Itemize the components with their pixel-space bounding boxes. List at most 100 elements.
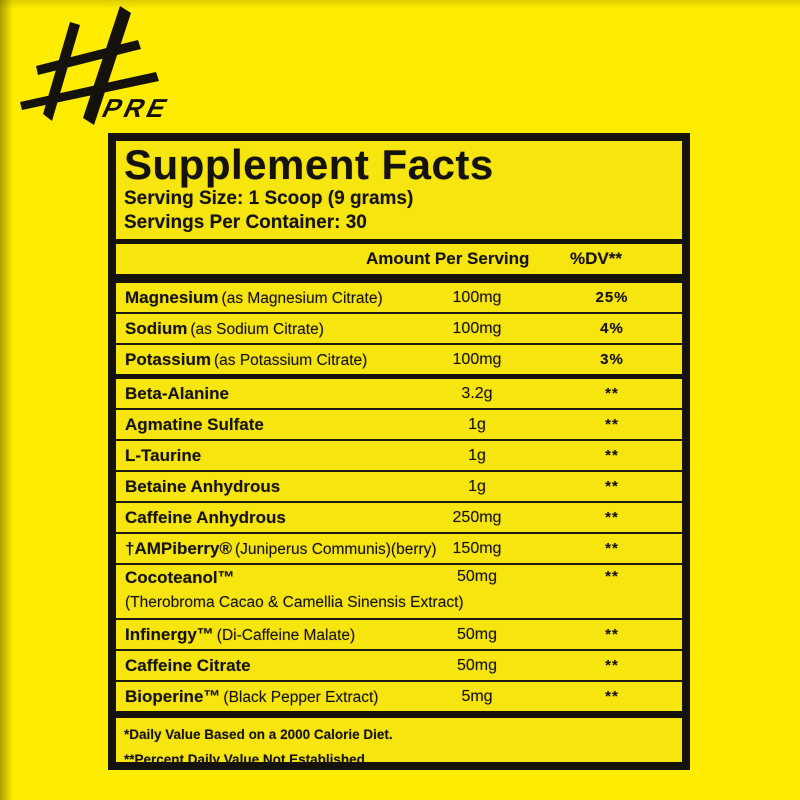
- column-header-dv: %DV**: [570, 249, 622, 269]
- ingredient-name: Betaine Anhydrous: [125, 476, 281, 496]
- ingredient-cell: Cocoteanol™: [116, 568, 412, 588]
- footnote-not-established: **Percent Daily Value Not Established: [124, 752, 365, 768]
- hash-icon: [20, 6, 159, 125]
- table-row: Sodium (as Sodium Citrate) 100mg 4%: [116, 314, 682, 343]
- ingredient-amount: 100mg: [452, 350, 502, 368]
- ingredient-dv: 25%: [595, 289, 629, 307]
- divider-bar: [116, 711, 682, 719]
- ingredient-dv: **: [605, 416, 619, 434]
- ingredient-dv: **: [605, 447, 619, 465]
- hash-pre-logo-graphic: PRE: [20, 6, 172, 125]
- row-separator: [116, 563, 682, 566]
- ingredient-name: Agmatine Sulfate: [125, 414, 264, 434]
- ingredient-cell: Agmatine Sulfate: [116, 415, 412, 435]
- ingredient-desc: (Black Pepper Extract): [223, 688, 379, 706]
- ingredient-amount: 150mg: [452, 539, 502, 557]
- ingredient-amount: 1g: [468, 415, 486, 433]
- ingredient-dv: **: [605, 657, 619, 675]
- row-separator: [116, 680, 682, 683]
- table-row: L-Taurine 1g **: [116, 441, 682, 470]
- ingredient-name: Cocoteanol™: [125, 568, 235, 588]
- row-separator: [116, 501, 682, 504]
- ingredient-dv: **: [605, 626, 619, 644]
- ingredient-name: Magnesium: [125, 287, 219, 307]
- ingredient-desc: (as Potassium Citrate): [213, 351, 368, 369]
- ingredient-amount: 100mg: [452, 319, 502, 337]
- ingredient-name: Caffeine Citrate: [125, 655, 251, 675]
- divider-bar: [116, 274, 682, 284]
- table-row: Bioperine™ (Black Pepper Extract) 5mg **: [116, 682, 682, 711]
- ingredient-amount: 1g: [468, 446, 486, 464]
- row-separator: [116, 618, 682, 621]
- divider-bar: [116, 374, 682, 380]
- ingredient-amount: 50mg: [456, 568, 498, 586]
- servings-per-container: Servings Per Container: 30: [124, 212, 367, 234]
- table-row: Infinergy™ (Di-Caffeine Malate) 50mg **: [116, 620, 682, 649]
- ingredient-cell: Betaine Anhydrous: [116, 477, 412, 497]
- ingredient-dv: 3%: [600, 351, 624, 369]
- ingredient-name: Sodium: [125, 318, 188, 338]
- ingredient-amount: 50mg: [456, 656, 498, 674]
- ingredient-amount: 50mg: [456, 625, 498, 643]
- ingredient-dv: **: [605, 568, 619, 586]
- ingredient-cell: Beta-Alanine: [116, 384, 412, 404]
- panel-header: Supplement Facts Serving Size: 1 Scoop (…: [116, 141, 682, 239]
- ingredient-name: L-Taurine: [125, 445, 202, 465]
- table-row: Caffeine Citrate 50mg **: [116, 651, 682, 680]
- ingredient-cell: Bioperine™ (Black Pepper Extract): [116, 687, 412, 707]
- ingredient-dv: 4%: [600, 320, 624, 338]
- ingredient-dv: **: [605, 509, 619, 527]
- row-separator: [116, 649, 682, 652]
- row-separator: [116, 470, 682, 473]
- table-row: Cocoteanol™ 50mg ** (Therobroma Cacao & …: [116, 565, 682, 618]
- row-separator: [116, 532, 682, 535]
- ingredient-cell: Caffeine Anhydrous: [116, 508, 412, 528]
- table-row: Potassium (as Potassium Citrate) 100mg 3%: [116, 345, 682, 374]
- ingredient-dv: **: [605, 688, 619, 706]
- logo-sub-label: PRE: [97, 93, 172, 123]
- ingredient-name: Potassium: [125, 349, 211, 369]
- ingredient-dv: **: [605, 385, 619, 403]
- row-separator: [116, 343, 682, 346]
- ingredient-cell: Potassium (as Potassium Citrate): [116, 350, 412, 370]
- table-row: Caffeine Anhydrous 250mg **: [116, 503, 682, 532]
- row-separator: [116, 439, 682, 442]
- brand-logo: PRE: [12, 0, 172, 126]
- row-separator: [116, 408, 682, 411]
- divider-bar: [116, 239, 682, 245]
- serving-size: Serving Size: 1 Scoop (9 grams): [124, 187, 414, 209]
- ingredient-desc: (as Sodium Citrate): [190, 320, 324, 338]
- column-header-amount: Amount Per Serving: [366, 249, 530, 269]
- footnotes: *Daily Value Based on a 2000 Calorie Die…: [116, 718, 682, 768]
- ingredient-cell: Magnesium (as Magnesium Citrate): [116, 288, 412, 308]
- ingredient-name: †AMPiberry®: [125, 538, 233, 558]
- ingredient-desc: (as Magnesium Citrate): [221, 289, 383, 307]
- ingredient-cell: Infinergy™ (Di-Caffeine Malate): [116, 625, 412, 645]
- ingredient-cell: †AMPiberry® (Juniperus Communis)(berry): [116, 538, 437, 559]
- ingredient-cell: L-Taurine: [116, 446, 412, 466]
- table-row: Betaine Anhydrous 1g **: [116, 472, 682, 501]
- ingredient-name: Beta-Alanine: [125, 383, 229, 403]
- ingredient-dv: **: [605, 478, 619, 496]
- table-row: Magnesium (as Magnesium Citrate) 100mg 25…: [116, 283, 682, 312]
- table-row: †AMPiberry® (Juniperus Communis)(berry) 1…: [116, 534, 682, 563]
- ingredient-name: Caffeine Anhydrous: [125, 507, 286, 527]
- ingredient-amount: 250mg: [452, 508, 502, 526]
- panel-title: Supplement Facts: [124, 141, 494, 188]
- column-header-row: Amount Per Serving %DV**: [116, 244, 682, 274]
- ingredient-name: Infinergy™: [125, 624, 214, 644]
- ingredient-name: Bioperine™: [125, 686, 221, 706]
- ingredient-amount: 3.2g: [461, 384, 493, 402]
- ingredient-desc: (Di-Caffeine Malate): [216, 626, 356, 644]
- footnote-daily-value: *Daily Value Based on a 2000 Calorie Die…: [124, 727, 393, 743]
- ingredient-amount: 1g: [468, 477, 486, 495]
- table-row: Beta-Alanine 3.2g **: [116, 379, 682, 408]
- row-separator: [116, 312, 682, 315]
- ingredient-amount: 5mg: [461, 687, 493, 705]
- ingredient-dv: **: [605, 540, 619, 558]
- ingredient-cell: Sodium (as Sodium Citrate): [116, 319, 412, 339]
- supplement-facts-panel: Supplement Facts Serving Size: 1 Scoop (…: [108, 133, 690, 770]
- ingredient-desc-line2: (Therobroma Cacao & Camellia Sinensis Ex…: [125, 594, 464, 612]
- table-row: Agmatine Sulfate 1g **: [116, 410, 682, 439]
